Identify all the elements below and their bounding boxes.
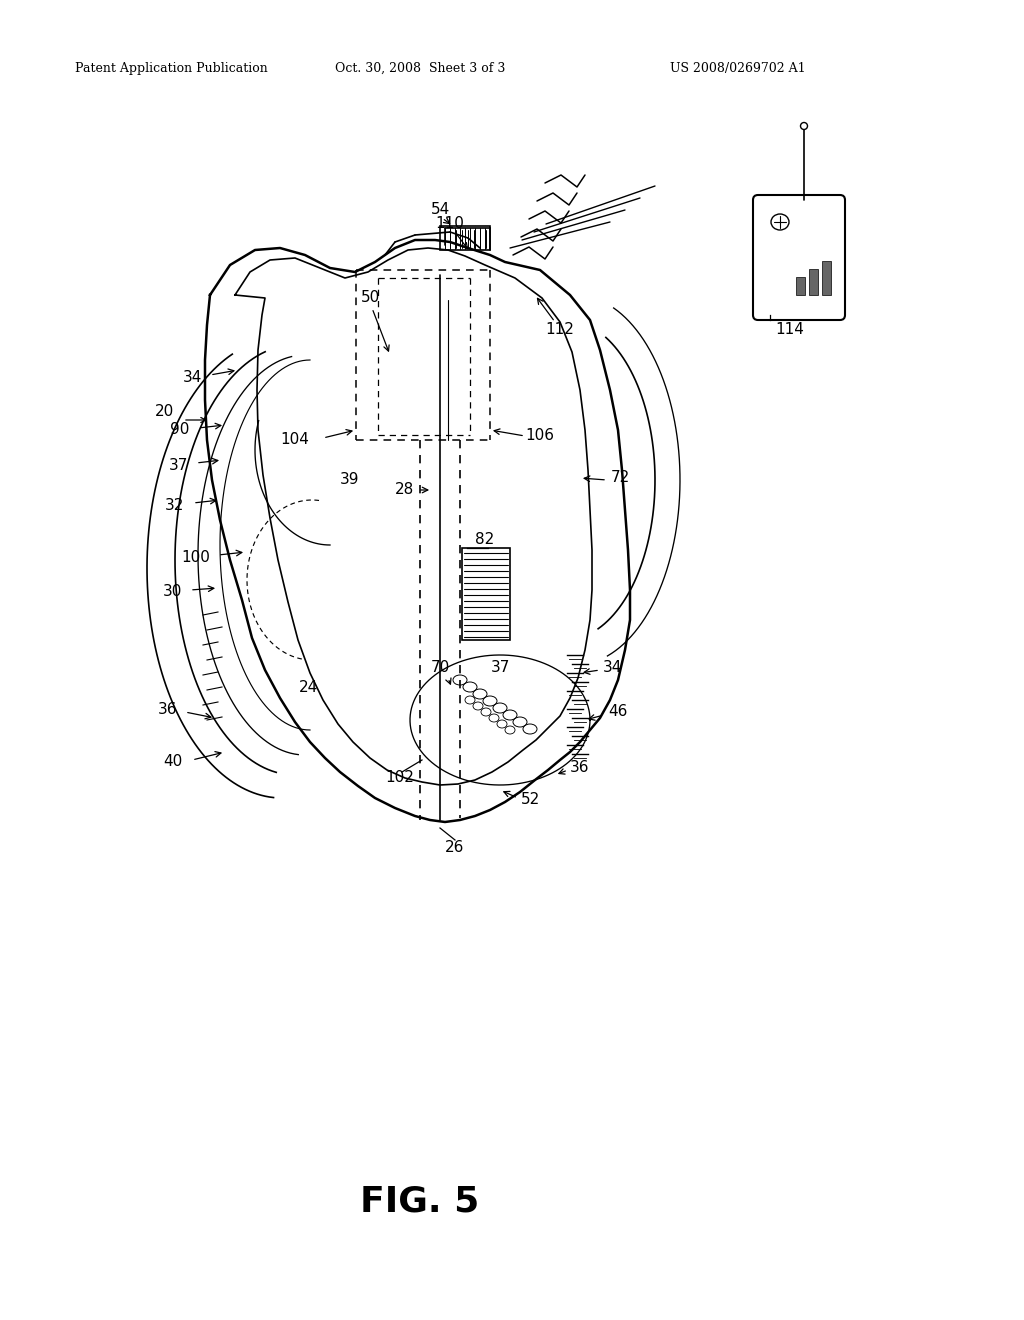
Text: 40: 40 (164, 755, 182, 770)
Text: 52: 52 (520, 792, 540, 808)
Text: 36: 36 (570, 760, 590, 776)
Text: US 2008/0269702 A1: US 2008/0269702 A1 (670, 62, 806, 75)
Text: 30: 30 (163, 585, 181, 599)
Text: 90: 90 (170, 422, 189, 437)
Text: 36: 36 (159, 702, 178, 718)
Bar (822, 261, 831, 294)
Text: 70: 70 (430, 660, 450, 676)
Text: 34: 34 (603, 660, 623, 676)
Text: 106: 106 (525, 429, 555, 444)
Text: 104: 104 (281, 433, 309, 447)
Text: 26: 26 (445, 841, 465, 855)
Text: 82: 82 (475, 532, 495, 548)
Text: 102: 102 (386, 771, 415, 785)
Text: 46: 46 (608, 705, 628, 719)
Text: 20: 20 (156, 404, 175, 420)
Text: 32: 32 (165, 498, 184, 512)
Text: 54: 54 (430, 202, 450, 218)
Text: Patent Application Publication: Patent Application Publication (75, 62, 267, 75)
Text: 72: 72 (610, 470, 630, 486)
Text: 24: 24 (298, 681, 317, 696)
Text: FIG. 5: FIG. 5 (360, 1185, 479, 1218)
Text: 114: 114 (775, 322, 805, 338)
Text: 37: 37 (168, 458, 187, 473)
Text: 28: 28 (395, 483, 415, 498)
Text: Oct. 30, 2008  Sheet 3 of 3: Oct. 30, 2008 Sheet 3 of 3 (335, 62, 505, 75)
Text: 37: 37 (490, 660, 510, 676)
Text: 110: 110 (435, 215, 465, 231)
Text: 50: 50 (360, 290, 380, 305)
Text: 39: 39 (340, 473, 359, 487)
Bar (462, 548, 510, 640)
Text: 34: 34 (182, 371, 202, 385)
Bar (809, 269, 818, 294)
Text: 100: 100 (181, 550, 211, 565)
Text: 112: 112 (546, 322, 574, 338)
Bar (796, 277, 805, 294)
